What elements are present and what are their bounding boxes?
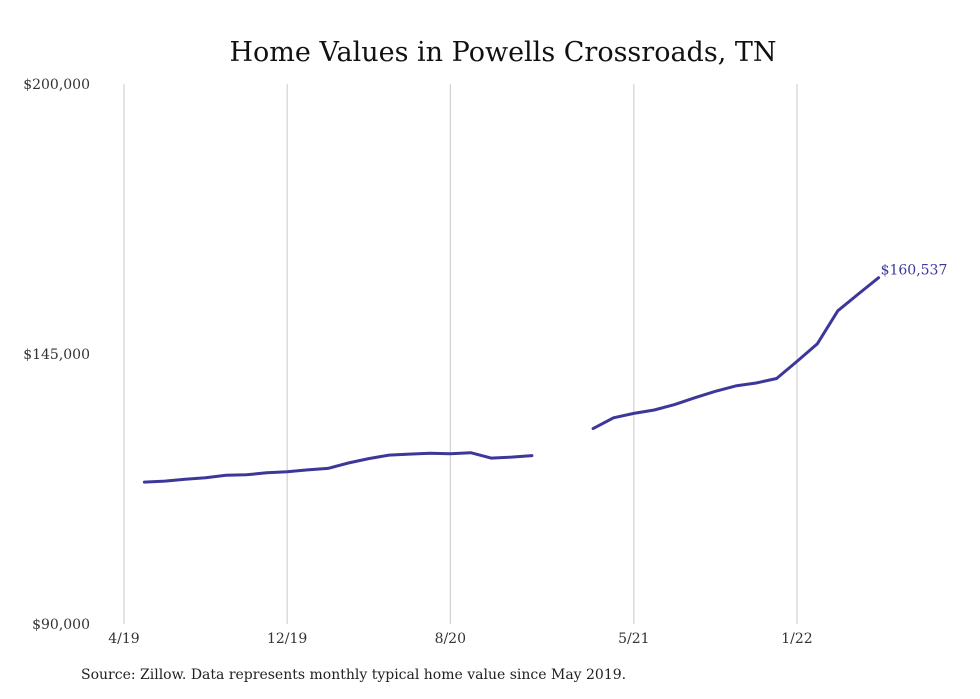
x-tick-label: 4/19 [108,631,139,647]
x-axis: 4/19 12/19 8/20 5/21 1/22 [108,631,812,647]
y-axis: $90,000 $145,000 $200,000 [23,77,90,633]
grid [123,84,798,624]
series-line-segment-1 [142,451,534,484]
source-note: Source: Zillow. Data represents monthly … [81,667,627,683]
series [142,276,881,484]
y-tick-label: $90,000 [32,617,90,633]
y-tick-label: $145,000 [23,347,90,363]
series-line-segment-2 [591,276,881,431]
chart-title: Home Values in Powells Crossroads, TN [230,37,777,68]
x-tick-label: 5/21 [618,631,649,647]
y-tick-label: $200,000 [23,77,90,93]
x-tick-label: 8/20 [435,631,466,647]
end-value-label: $160,537 [881,263,948,279]
x-tick-label: 12/19 [267,631,307,647]
x-tick-label: 1/22 [781,631,812,647]
